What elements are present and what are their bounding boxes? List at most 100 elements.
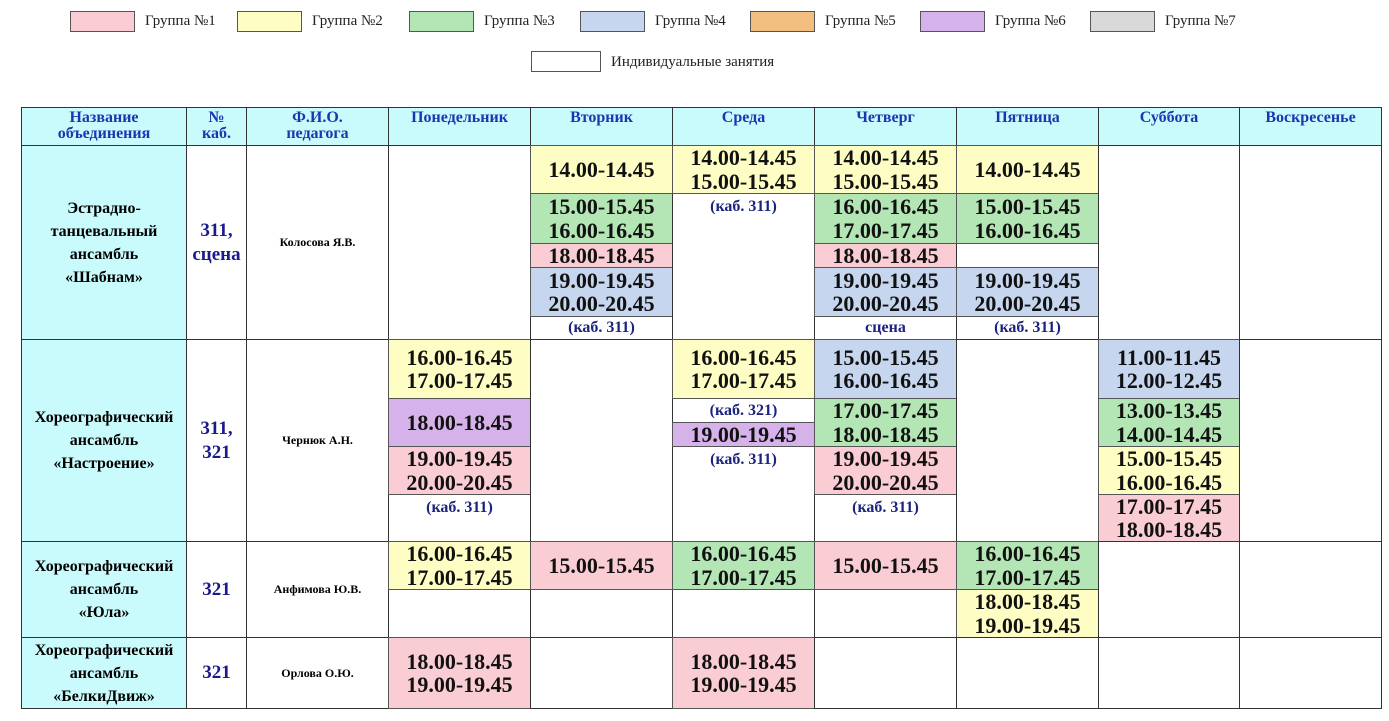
teacher-cell: Анфимова Ю.В. bbox=[246, 541, 389, 638]
session-time: 16.00-16.45 bbox=[1115, 469, 1223, 495]
session-time: 16.00-16.45 bbox=[548, 217, 655, 243]
session-time: 15.00-15.45 bbox=[832, 168, 939, 194]
day-cell bbox=[1239, 637, 1382, 709]
session-block: 16.00-16.45 17.00-17.45 bbox=[956, 541, 1099, 590]
session-block: 14.00-14.45 bbox=[530, 145, 673, 194]
room-note: (каб. 311) bbox=[672, 446, 815, 473]
session-time: 19.00-19.45 bbox=[690, 672, 797, 697]
session-block: 17.00-17.45 18.00-18.45 bbox=[814, 398, 957, 447]
teacher-text: Анфимова Ю.В. bbox=[273, 582, 362, 596]
note-text: (каб. 311) bbox=[852, 498, 919, 516]
header-text: каб. bbox=[202, 125, 231, 142]
legend-label: Группа №4 bbox=[655, 11, 755, 32]
name-text: Хореографический bbox=[34, 409, 174, 426]
session-block: 15.00-15.45 bbox=[530, 541, 673, 590]
room-text: 321 bbox=[202, 578, 231, 600]
session-time: 18.00-18.45 bbox=[1115, 517, 1223, 542]
header-text: Пятница bbox=[995, 109, 1060, 126]
name-text: ансамбль bbox=[69, 432, 139, 449]
session-block: 15.00-15.45 bbox=[814, 541, 957, 590]
session-time: 11.00-11.45 bbox=[1117, 344, 1221, 370]
name-text: танцевальный bbox=[50, 222, 158, 240]
header-cell: Название объединения bbox=[21, 107, 187, 146]
session-time: 15.00-15.45 bbox=[690, 168, 797, 194]
session-time: 19.00-19.45 bbox=[832, 267, 939, 293]
name-text: «Шабнам» bbox=[65, 268, 143, 286]
day-cell bbox=[1098, 145, 1240, 340]
session-block: 19.00-19.45 20.00-20.45 bbox=[530, 267, 673, 317]
session-time: 19.00-19.45 bbox=[832, 446, 939, 471]
day-cell bbox=[1239, 541, 1382, 638]
session-time: 16.00-16.45 bbox=[406, 541, 513, 566]
name-text: ансамбль bbox=[69, 664, 139, 682]
teacher-text: Чернюк А.Н. bbox=[282, 433, 353, 447]
session-time: 12.00-12.45 bbox=[1115, 368, 1223, 393]
header-cell: Суббота bbox=[1098, 107, 1240, 146]
session-time: 20.00-20.45 bbox=[832, 469, 939, 495]
header-cell: Вторник bbox=[530, 107, 673, 146]
day-cell bbox=[1239, 145, 1382, 340]
room-note: (каб. 311) bbox=[388, 494, 531, 521]
legend-text: Группа №2 bbox=[312, 13, 383, 29]
room-cell: 311, 321 bbox=[186, 339, 247, 542]
session-time: 19.00-19.45 bbox=[406, 446, 513, 471]
legend-swatch bbox=[70, 11, 135, 32]
legend-label: Группа №3 bbox=[484, 11, 584, 32]
room-note: сцена bbox=[814, 316, 957, 340]
header-cell: Воскресенье bbox=[1239, 107, 1382, 146]
session-time: 17.00-17.45 bbox=[832, 398, 939, 423]
session-block: 18.00-18.45 19.00-19.45 bbox=[388, 637, 531, 709]
session-block: 18.00-18.45 19.00-19.45 bbox=[956, 589, 1099, 638]
name-text: ансамбль bbox=[69, 581, 139, 598]
session-block: 15.00-15.45 16.00-16.45 bbox=[956, 193, 1099, 244]
session-time: 18.00-18.45 bbox=[406, 409, 513, 435]
session-time: 20.00-20.45 bbox=[832, 291, 939, 316]
teacher-cell: Колосова Я.В. bbox=[246, 145, 389, 340]
legend-text: Группа №3 bbox=[484, 13, 555, 29]
session-block: 16.00-16.45 17.00-17.45 bbox=[814, 193, 957, 244]
legend-label: Группа №2 bbox=[312, 11, 412, 32]
legend-swatch bbox=[409, 11, 474, 32]
room-text: сцена bbox=[192, 243, 241, 265]
session-block: 13.00-13.45 14.00-14.45 bbox=[1098, 398, 1240, 447]
header-text: Четверг bbox=[856, 109, 915, 126]
session-time: 15.00-15.45 bbox=[832, 552, 939, 578]
session-time: 17.00-17.45 bbox=[406, 368, 513, 393]
session-time: 20.00-20.45 bbox=[974, 291, 1081, 316]
session-time: 18.00-18.45 bbox=[690, 648, 797, 674]
session-time: 14.00-14.45 bbox=[690, 145, 797, 170]
session-time: 16.00-16.45 bbox=[690, 541, 797, 566]
session-time: 16.00-16.45 bbox=[690, 344, 797, 370]
teacher-cell: Чернюк А.Н. bbox=[246, 339, 389, 542]
session-block: 11.00-11.45 12.00-12.45 bbox=[1098, 339, 1240, 399]
session-block: 18.00-18.45 19.00-19.45 bbox=[672, 637, 815, 709]
room-cell: 321 bbox=[186, 637, 247, 709]
header-cell: № каб. bbox=[186, 107, 247, 146]
note-text: (каб. 311) bbox=[568, 319, 635, 336]
session-time: 15.00-15.45 bbox=[974, 194, 1081, 219]
session-time: 17.00-17.45 bbox=[832, 217, 939, 243]
note-text: (каб. 311) bbox=[710, 198, 777, 215]
header-text: объединения bbox=[57, 125, 151, 142]
header-text: Ф.И.О. bbox=[292, 109, 343, 126]
session-block: 16.00-16.45 17.00-17.45 bbox=[388, 541, 531, 590]
name-text: ансамбль bbox=[69, 245, 139, 263]
day-cell bbox=[1098, 637, 1240, 709]
legend-label: Группа №1 bbox=[145, 11, 245, 32]
name-cell: Хореографический ансамбль «БелкиДвиж» bbox=[21, 637, 187, 709]
session-block: 19.00-19.45 20.00-20.45 bbox=[814, 267, 957, 317]
session-time: 19.00-19.45 bbox=[406, 672, 513, 697]
session-time: 16.00-16.45 bbox=[406, 344, 513, 370]
header-text: Воскресенье bbox=[1265, 109, 1356, 126]
session-time: 19.00-19.45 bbox=[974, 612, 1081, 638]
legend-text: Группа №6 bbox=[995, 13, 1066, 29]
session-time: 18.00-18.45 bbox=[406, 648, 513, 674]
session-time: 17.00-17.45 bbox=[974, 564, 1081, 590]
note-text: (каб. 311) bbox=[994, 319, 1061, 336]
day-cell bbox=[1098, 541, 1240, 638]
header-text: педагога bbox=[286, 125, 349, 142]
session-block: 19.00-19.45 20.00-20.45 bbox=[388, 446, 531, 495]
session-block: 18.00-18.45 bbox=[388, 398, 531, 447]
header-cell: Четверг bbox=[814, 107, 957, 146]
note-text: (каб. 321) bbox=[709, 401, 778, 419]
